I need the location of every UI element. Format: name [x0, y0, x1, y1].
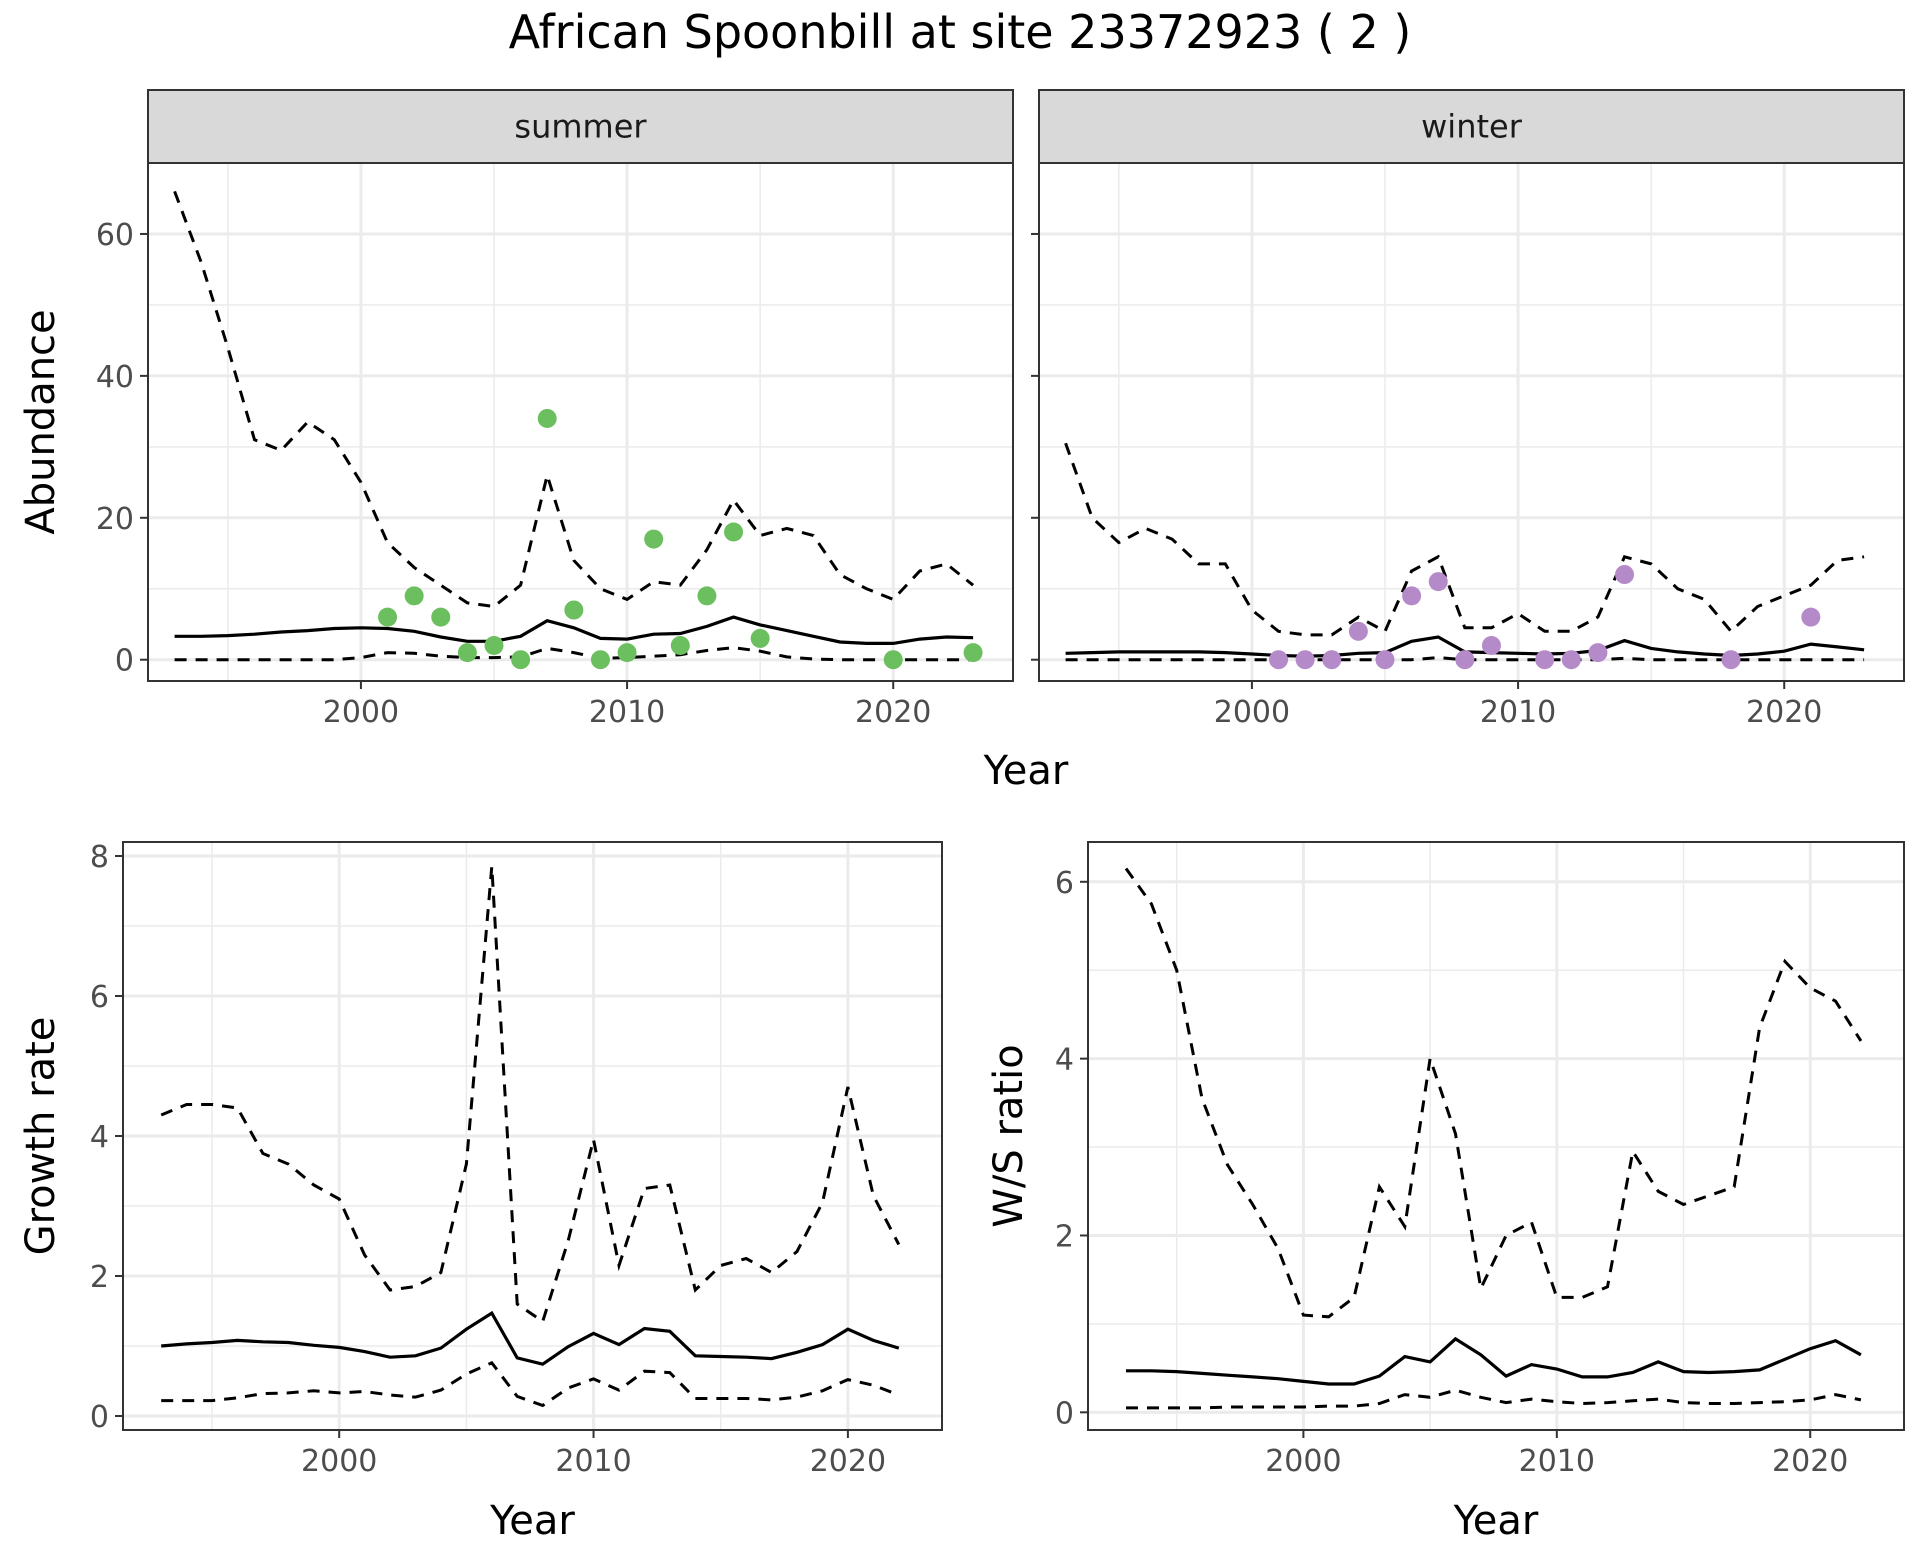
y-tick-label: 4: [90, 1120, 109, 1155]
x-tick-label: 2000: [1265, 1444, 1341, 1479]
mean-line: [174, 615, 974, 645]
lower-bound-line: [1126, 1388, 1862, 1410]
data-point: [378, 607, 398, 627]
data-point: [644, 529, 664, 549]
y-tick-label: 4: [1055, 1043, 1074, 1078]
data-point: [1402, 586, 1422, 606]
panel-winter: winter 2000 2010 2020: [1031, 89, 1905, 730]
facet-strip-label: summer: [514, 108, 647, 146]
mean-line: [161, 1310, 900, 1366]
data-point: [484, 636, 504, 656]
data-point: [1481, 636, 1501, 656]
panel-border: [1087, 841, 1905, 1431]
upper-bound-line: [173, 190, 975, 609]
data-point: [457, 643, 477, 663]
y-tick-label: 0: [90, 1400, 109, 1435]
x-tick-label: 2010: [1480, 695, 1556, 730]
data-point: [564, 600, 584, 620]
gridlines: [1088, 842, 1904, 1430]
y-tick-label: 2: [90, 1260, 109, 1295]
x-axis: 2000 2010 2020: [301, 1430, 886, 1479]
data-point: [697, 586, 717, 606]
y-tick-label: 20: [96, 502, 134, 537]
y-axis: 0 2 4 6 8: [90, 840, 123, 1435]
y-tick-label: 0: [115, 644, 134, 679]
x-axis: 2000 2010 2020: [323, 681, 931, 730]
y-axis-title: W/S ratio: [986, 1044, 1032, 1227]
x-tick-label: 2000: [1214, 695, 1290, 730]
data-point: [617, 643, 637, 663]
y-tick-label: 6: [1055, 866, 1074, 901]
x-tick-label: 2010: [555, 1444, 631, 1479]
x-tick-label: 2020: [855, 695, 931, 730]
panel-summer: summer 2000 2010 2020 0 20 40 60 Abundance: [18, 89, 1014, 730]
x-axis: 2000 2010 2020: [1265, 1430, 1848, 1479]
x-tick-label: 2000: [301, 1444, 377, 1479]
data-point: [883, 650, 903, 670]
x-tick-label: 2010: [589, 695, 665, 730]
y-tick-label: 40: [96, 360, 134, 395]
data-point: [1535, 650, 1555, 670]
facet-strip: [147, 89, 1014, 164]
data-point: [590, 650, 610, 670]
facet-strip: [1038, 89, 1905, 164]
data-point: [963, 643, 983, 663]
data-point: [1801, 607, 1821, 627]
y-tick-label: 2: [1055, 1219, 1074, 1254]
lower-bound-line: [161, 1360, 900, 1408]
y-axis: 0 20 40 60: [96, 218, 148, 679]
y-axis-title: Growth rate: [18, 1017, 64, 1256]
x-axis: 2000 2010 2020: [1214, 681, 1822, 730]
y-tick-label: 8: [90, 840, 109, 875]
y-axis: [1031, 232, 1039, 661]
data-point: [1561, 650, 1581, 670]
panel-ws_ratio: 2000 2010 2020 0 2 4 6 W/S ratio Year: [986, 841, 1905, 1544]
gridlines: [123, 842, 942, 1430]
data-point: [724, 522, 744, 542]
x-axis-title: Year: [489, 1498, 575, 1544]
data-point: [511, 650, 531, 670]
data-point: [1588, 643, 1608, 663]
y-tick-label: 60: [96, 218, 134, 253]
data-point: [1295, 650, 1315, 670]
data-point: [537, 408, 557, 428]
panel-border: [1038, 162, 1905, 682]
x-tick-label: 2020: [1772, 1444, 1848, 1479]
data-point: [1269, 650, 1289, 670]
data-point: [1721, 650, 1741, 670]
mean-line: [1126, 1336, 1862, 1386]
data-point: [1455, 650, 1475, 670]
panel-growth: 2000 2010 2020 0 2 4 6 8 Growth rate Year: [18, 840, 943, 1544]
x-axis-title: Year: [1453, 1498, 1539, 1544]
y-tick-label: 0: [1055, 1396, 1074, 1431]
upper-bound-line: [1124, 867, 1863, 1319]
data-point: [1375, 650, 1395, 670]
data-point: [750, 628, 770, 648]
upper-bound-line: [160, 866, 901, 1324]
x-tick-label: 2020: [810, 1444, 886, 1479]
chart-title: African Spoonbill at site 23372923 ( 2 ): [509, 5, 1412, 59]
gridlines: [1039, 163, 1904, 681]
observed-points: [1269, 565, 1821, 670]
observed-points: [378, 408, 983, 670]
x-axis-title-shared: Year: [983, 748, 1069, 794]
data-point: [1428, 572, 1448, 592]
data-point: [1348, 621, 1368, 641]
y-axis: 0 2 4 6: [1055, 866, 1088, 1431]
y-axis-title: Abundance: [18, 309, 64, 534]
x-tick-label: 2010: [1519, 1444, 1595, 1479]
data-point: [1615, 565, 1635, 585]
x-tick-label: 2000: [323, 695, 399, 730]
data-point: [431, 607, 451, 627]
lower-bound-line: [174, 646, 974, 662]
data-point: [670, 636, 690, 656]
y-tick-label: 6: [90, 980, 109, 1015]
facet-strip-label: winter: [1421, 108, 1523, 146]
x-tick-label: 2020: [1746, 695, 1822, 730]
data-point: [1322, 650, 1342, 670]
upper-bound-line: [1064, 442, 1865, 637]
data-point: [404, 586, 424, 606]
